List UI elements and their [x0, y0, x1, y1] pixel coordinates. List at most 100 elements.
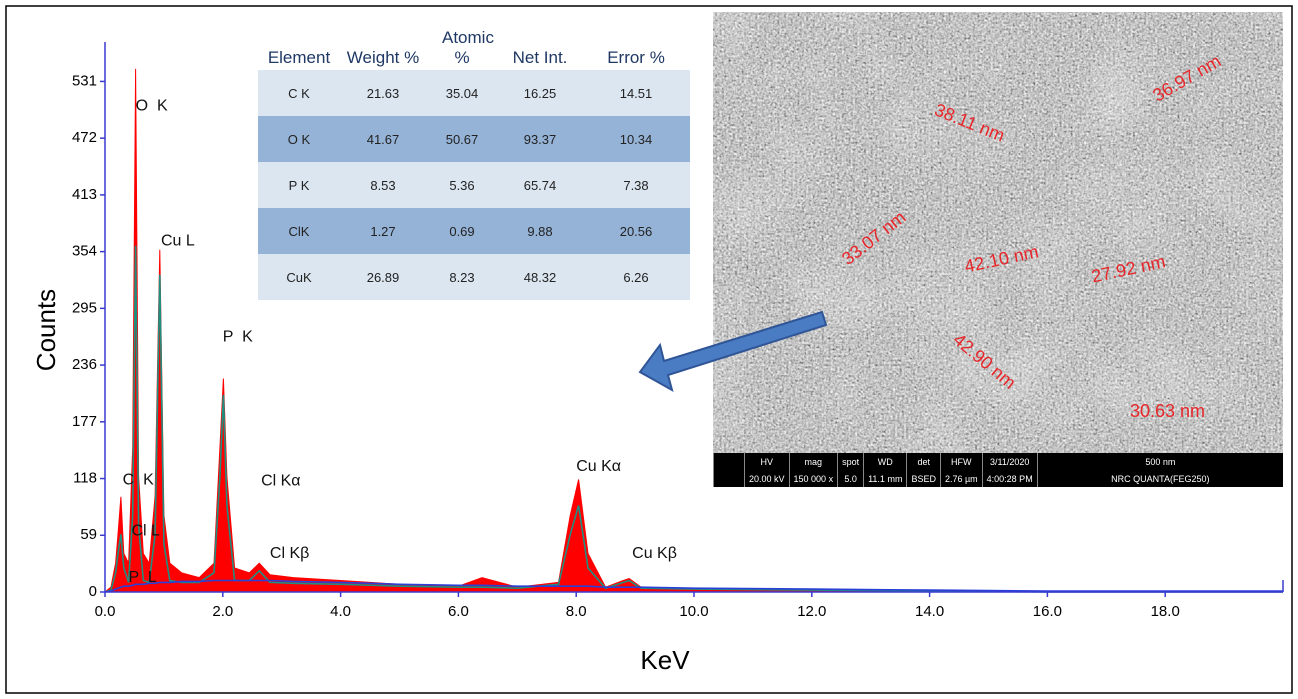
table-cell: ClK	[258, 208, 340, 254]
peak-label: P K	[223, 328, 253, 345]
table-row: C K 21.63 35.04 16.25 14.51	[258, 70, 690, 116]
y-tick-label: 236	[72, 356, 97, 373]
info-cell: 500 nm NRC QUANTA(FEG250)	[1036, 453, 1283, 487]
info-cell: det BSED	[906, 453, 940, 487]
peak-label: Cl Kα	[261, 473, 300, 490]
info-value: 5.0	[844, 473, 857, 484]
x-tick-label: 8.0	[566, 603, 587, 620]
peak-label: O K	[136, 98, 168, 115]
y-tick-label: 118	[73, 470, 97, 487]
table-cell: 50.67	[426, 116, 498, 162]
info-label: HFW	[951, 456, 972, 467]
y-tick-label: 177	[72, 413, 97, 430]
peak-label: P L	[129, 569, 157, 586]
x-tick-label: 18.0	[1151, 603, 1180, 620]
y-tick-label: 295	[72, 299, 97, 316]
table-cell: 9.88	[498, 208, 582, 254]
arrow	[638, 310, 828, 393]
y-tick-label: 531	[72, 72, 97, 89]
table-cell: 20.56	[582, 208, 690, 254]
table-row: CuK 26.89 8.23 48.32 6.26	[258, 254, 690, 300]
column-header: Weight %	[340, 18, 426, 70]
info-cell: HV 20.00 kV	[744, 453, 789, 487]
peak-label: Cl L	[132, 523, 161, 540]
table-cell: 7.38	[582, 162, 690, 208]
x-tick-label: 10.0	[679, 603, 708, 620]
info-cell: 3/11/2020 4:00:28 PM	[981, 453, 1037, 487]
table-cell: 16.25	[498, 70, 582, 116]
size-label: 30.63 nm	[1130, 401, 1205, 421]
peak-label: Cl Kβ	[270, 545, 309, 562]
y-tick-label: 354	[72, 243, 97, 260]
info-cell: WD 11.1 mm	[863, 453, 906, 487]
info-label: 500 nm	[1145, 456, 1176, 467]
x-axis-title: KeV	[640, 645, 690, 675]
table-cell: P K	[258, 162, 340, 208]
eds-table: Element Weight % Atomic % Net Int. Error % C …	[258, 18, 690, 300]
info-cell: spot 5.0	[837, 453, 863, 487]
table-cell: 8.53	[340, 162, 426, 208]
info-label: spot	[842, 456, 860, 467]
table-cell: 14.51	[582, 70, 690, 116]
x-tick-label: 4.0	[330, 603, 351, 620]
spectrum-line	[104, 579, 1283, 593]
table-cell: 1.27	[340, 208, 426, 254]
info-label: WD	[877, 456, 893, 467]
table-cell: CuK	[258, 254, 340, 300]
column-header: Net Int.	[498, 18, 582, 70]
info-label: mag	[804, 456, 823, 467]
column-header: Atomic %	[426, 18, 498, 70]
column-header: Error %	[582, 18, 690, 70]
x-tick-label: 14.0	[915, 603, 944, 620]
y-tick-label: 0	[89, 583, 97, 600]
table-cell: 5.36	[426, 162, 498, 208]
y-tick-label: 413	[72, 186, 97, 203]
table-cell: 65.74	[498, 162, 582, 208]
x-tick-label: 16.0	[1033, 603, 1062, 620]
peak-label: Cu Kα	[576, 458, 621, 475]
info-value: NRC QUANTA(FEG250)	[1111, 473, 1210, 484]
table-cell: O K	[258, 116, 340, 162]
info-value: 2.76 µm	[944, 473, 978, 484]
info-label: det	[917, 456, 930, 467]
info-label: 3/11/2020	[989, 456, 1030, 467]
x-tick-label: 2.0	[212, 603, 233, 620]
table-cell: 48.32	[498, 254, 582, 300]
table-row: ClK 1.27 0.69 9.88 20.56	[258, 208, 690, 254]
info-cell: HFW 2.76 µm	[939, 453, 982, 487]
table-cell: 35.04	[426, 70, 498, 116]
table-row: O K 41.67 50.67 93.37 10.34	[258, 116, 690, 162]
info-value: 11.1 mm	[868, 473, 903, 484]
info-label: HV	[760, 456, 774, 467]
peak-label: Cu Kβ	[632, 545, 677, 562]
table-cell: 0.69	[426, 208, 498, 254]
x-tick-label: 6.0	[448, 603, 469, 620]
frame	[5, 5, 1293, 694]
table-row: P K 8.53 5.36 65.74 7.38	[258, 162, 690, 208]
table-cell: C K	[258, 70, 340, 116]
info-value: BSED	[911, 473, 936, 484]
column-header: Element	[258, 18, 340, 70]
info-value: 4:00:28 PM	[986, 473, 1033, 484]
x-tick-label: 0.0	[95, 603, 116, 620]
logo-cell	[713, 453, 744, 487]
table-cell: 93.37	[498, 116, 582, 162]
spectrum-area	[103, 68, 1283, 593]
peak-label: Cu L	[161, 232, 195, 249]
info-value: 20.00 kV	[749, 473, 785, 484]
info-value: 150 000 x	[793, 473, 834, 484]
sem-image	[713, 12, 1283, 453]
table-cell: 6.26	[582, 254, 690, 300]
info-cell: mag 150 000 x	[788, 453, 838, 487]
table-cell: 26.89	[340, 254, 426, 300]
y-axis-title: Counts	[31, 289, 61, 371]
peak-label: C K	[123, 472, 154, 489]
sem-info-bar: HV 20.00 kV mag 150 000 x spot 5.0 WD 11.1 mm de…	[713, 453, 1283, 487]
y-tick-label: 59	[80, 526, 97, 543]
table-cell: 10.34	[582, 116, 690, 162]
y-tick-label: 472	[72, 129, 97, 146]
table-cell: 41.67	[340, 116, 426, 162]
x-tick-label: 12.0	[797, 603, 826, 620]
